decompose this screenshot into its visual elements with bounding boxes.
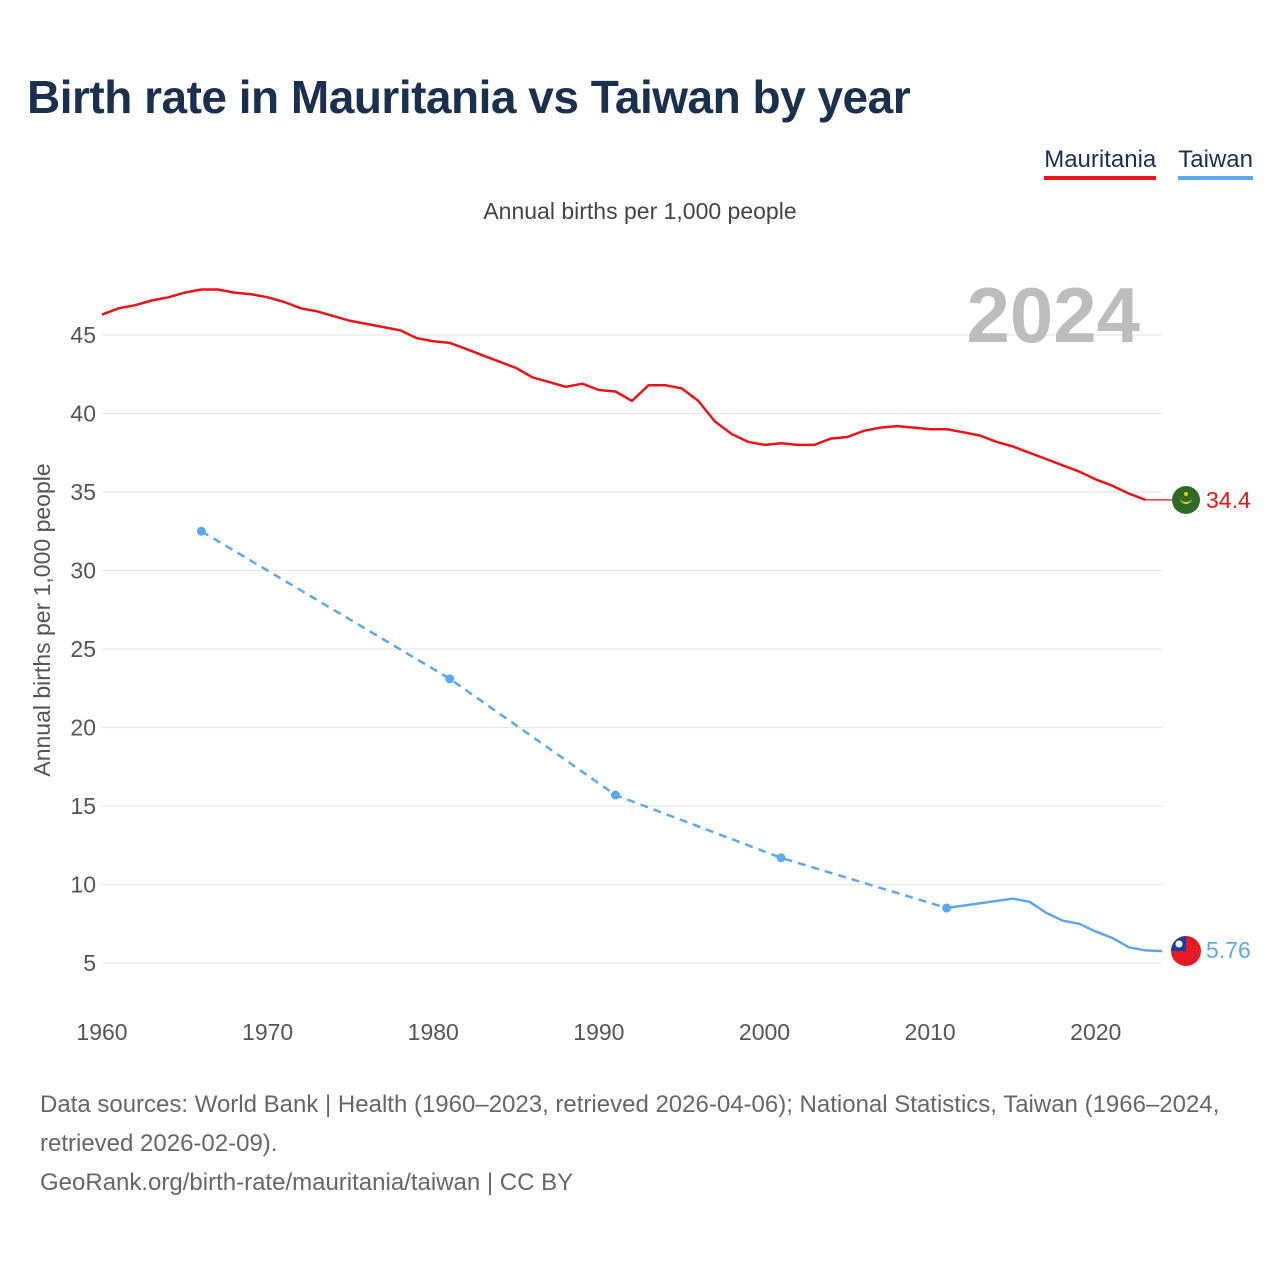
y-tick-label: 5 (83, 950, 96, 976)
end-markers: 34.4 5.76 (1171, 486, 1251, 966)
data-point-taiwan (196, 526, 206, 536)
line-chart: 2024 5 10 15 20 25 30 35 40 45 1960 1970 1980 1990 2… (29, 271, 1251, 1045)
data-point-taiwan (942, 903, 952, 913)
series-line-taiwan-solid (946, 897, 1163, 953)
legend-item-taiwan[interactable]: Taiwan (1178, 146, 1253, 180)
y-axis-label: Annual births per 1,000 people (29, 463, 55, 776)
x-tick-label: 1980 (408, 1019, 459, 1045)
y-tick-label: 35 (70, 479, 96, 505)
mauritania-flag-icon (1172, 486, 1200, 514)
series-line-mauritania (101, 288, 1146, 501)
y-tick-label: 15 (70, 793, 96, 819)
grid-lines (102, 334, 1162, 964)
x-tick-label: 1960 (76, 1019, 127, 1045)
chart-subtitle: Annual births per 1,000 people (483, 198, 797, 224)
end-label-taiwan: 5.76 (1206, 937, 1251, 963)
y-tick-label: 30 (70, 558, 96, 584)
y-tick-label: 40 (70, 401, 96, 427)
y-tick-label: 45 (70, 322, 96, 348)
series-group (101, 288, 1186, 953)
legend-item-mauritania[interactable]: Mauritania (1044, 146, 1157, 180)
end-label-mauritania: 34.4 (1206, 487, 1251, 513)
series-line-taiwan-dashed (200, 530, 948, 910)
data-point-taiwan (776, 853, 786, 863)
x-tick-label: 2020 (1070, 1019, 1121, 1045)
y-axis-ticks: 5 10 15 20 25 30 35 40 45 (70, 322, 96, 976)
y-tick-label: 20 (70, 715, 96, 741)
legend: Mauritania Taiwan (1044, 146, 1253, 180)
y-tick-label: 10 (70, 872, 96, 898)
x-tick-label: 2000 (739, 1019, 790, 1045)
x-tick-label: 1970 (242, 1019, 293, 1045)
x-tick-label: 2010 (905, 1019, 956, 1045)
y-tick-label: 25 (70, 636, 96, 662)
x-axis-ticks: 1960 1970 1980 1990 2000 2010 2020 (76, 1019, 1121, 1045)
x-tick-label: 1990 (573, 1019, 624, 1045)
year-watermark: 2024 (966, 271, 1140, 359)
sources-text: Data sources: World Bank | Health (1960–… (40, 1091, 1220, 1157)
data-point-taiwan (445, 674, 455, 684)
attribution-link[interactable]: GeoRank.org/birth-rate/mauritania/taiwan… (40, 1169, 574, 1196)
sources-footer: Data sources: World Bank | Health (1960–… (40, 1085, 1255, 1202)
taiwan-flag-icon (1171, 936, 1201, 966)
chart-title: Birth rate in Mauritania vs Taiwan by ye… (27, 71, 911, 123)
data-point-taiwan (610, 790, 620, 800)
